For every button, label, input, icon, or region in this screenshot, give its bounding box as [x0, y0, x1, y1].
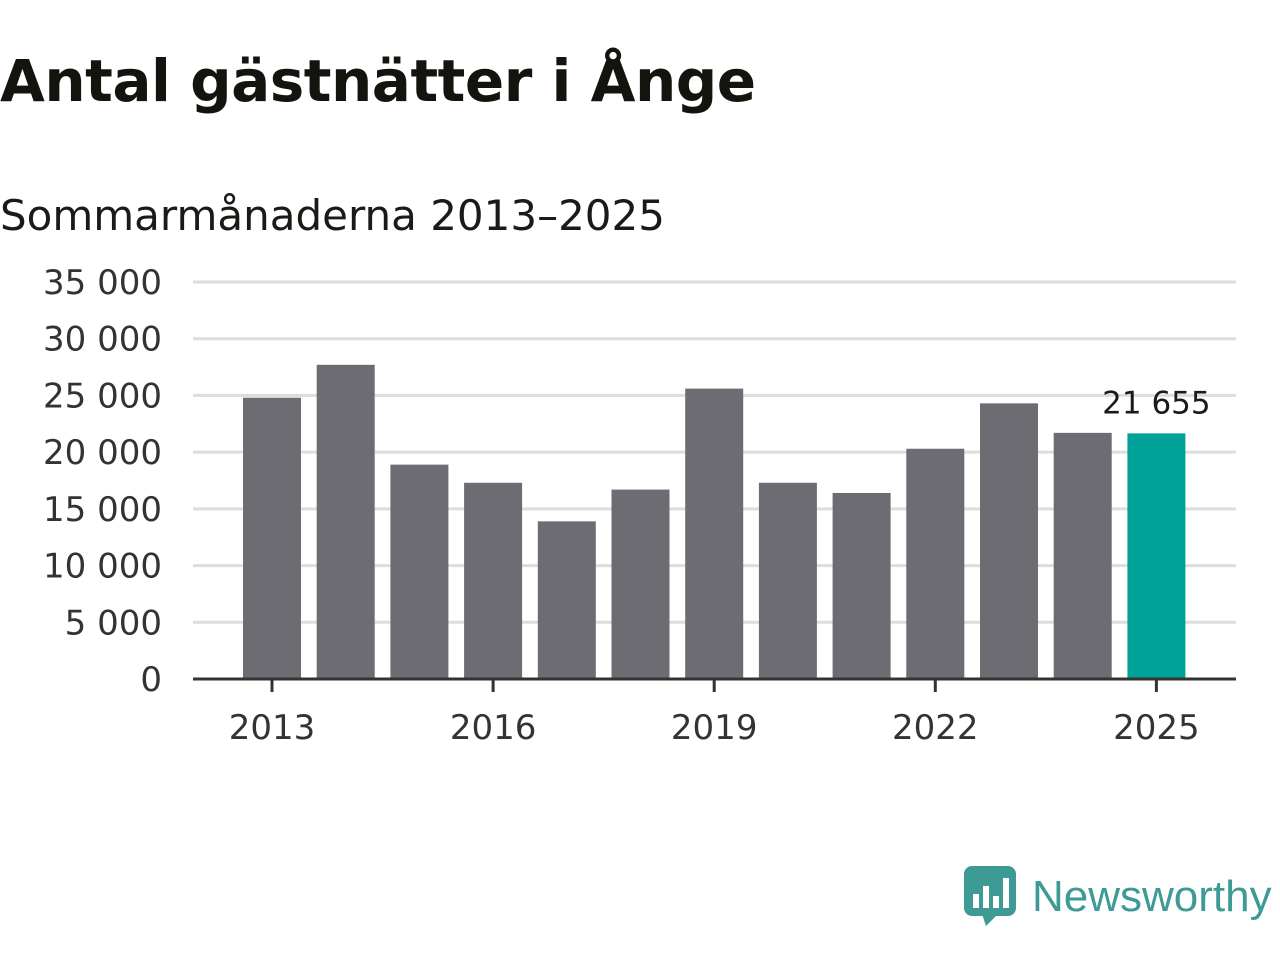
bar-2018	[611, 489, 670, 679]
x-tick-label: 2019	[671, 708, 758, 748]
bar-2024	[1053, 432, 1112, 679]
x-tick-label: 2016	[450, 708, 537, 748]
bar-2014	[316, 364, 375, 679]
y-tick-label: 15 000	[43, 490, 162, 530]
bar-2017	[537, 521, 596, 679]
y-axis-tick-labels: 0 5 000 10 000 15 000 20 000 25 000 30 000 35 0…	[43, 263, 162, 700]
brand-name: Newsworthy	[1032, 872, 1272, 921]
bar-2016	[464, 482, 523, 679]
x-tick-label: 2025	[1113, 708, 1200, 748]
y-tick-label: 30 000	[43, 320, 162, 360]
y-tick-label: 35 000	[43, 263, 162, 303]
bar-2020	[758, 482, 817, 679]
x-tick-label: 2022	[892, 708, 979, 748]
y-tick-label: 0	[140, 660, 162, 700]
y-tick-label: 10 000	[43, 547, 162, 587]
newsworthy-chart-bubble-icon	[964, 866, 1016, 926]
y-tick-label: 5 000	[65, 603, 162, 643]
bar-2021	[832, 492, 891, 679]
data-label: 21 655	[1102, 385, 1210, 421]
bar-2022	[906, 448, 965, 679]
bar-2019	[685, 388, 744, 679]
bar-2015	[390, 464, 449, 679]
x-tick-label: 2013	[229, 708, 316, 748]
y-tick-label: 20 000	[43, 433, 162, 473]
newsworthy-logo: Newsworthy	[964, 866, 1272, 928]
x-axis: 2013 2016 2019 2022 2025	[193, 677, 1236, 748]
bars	[243, 364, 1186, 679]
bar-2025	[1127, 433, 1186, 679]
bar-2013	[243, 397, 301, 679]
chart-title: Antal gästnätter i Ånge	[0, 47, 756, 115]
value-annotations: 21 655	[1102, 385, 1210, 421]
bar-2023	[980, 403, 1038, 679]
chart-subtitle: Sommarmånaderna 2013–2025	[0, 191, 665, 240]
y-tick-label: 25 000	[43, 376, 162, 416]
